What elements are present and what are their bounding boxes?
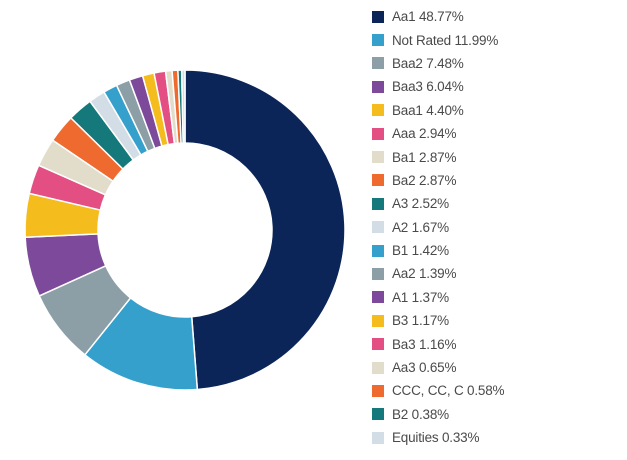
- legend-swatch: [372, 431, 384, 444]
- legend-item: Aaa 2.94%: [372, 122, 504, 145]
- legend-swatch: [372, 104, 384, 117]
- legend-item: Equities 0.33%: [372, 426, 504, 449]
- legend-label: Baa3 6.04%: [392, 79, 464, 95]
- legend-label: Ba3 1.16%: [392, 336, 457, 352]
- legend-label: Aa3 0.65%: [392, 360, 457, 376]
- legend-label: B1 1.42%: [392, 243, 449, 259]
- legend-label: Aa1 48.77%: [392, 9, 464, 25]
- legend-label: Aa2 1.39%: [392, 266, 457, 282]
- legend-item: Aa3 0.65%: [372, 356, 504, 379]
- legend-swatch: [372, 338, 384, 351]
- legend-item: A3 2.52%: [372, 192, 504, 215]
- chart-legend: Aa1 48.77% Not Rated 11.99% Baa2 7.48% Baa3…: [372, 5, 505, 449]
- legend-item: Ba3 1.16%: [372, 332, 504, 355]
- legend-item: Baa3 6.04%: [372, 75, 504, 98]
- legend-item: Baa1 4.40%: [372, 99, 504, 122]
- legend-label: Not Rated 11.99%: [392, 32, 499, 48]
- legend-swatch: [372, 10, 384, 23]
- legend-item: CCC, CC, C 0.58%: [372, 379, 505, 402]
- legend-swatch: [372, 80, 384, 93]
- legend-swatch: [372, 408, 384, 421]
- legend-label: A1 1.37%: [392, 289, 449, 305]
- legend-item: Not Rated 11.99%: [372, 28, 504, 51]
- legend-swatch: [372, 57, 384, 70]
- legend-label: B3 1.17%: [392, 313, 449, 329]
- pie-slice-18: [180, 69, 186, 144]
- legend-swatch: [372, 221, 384, 234]
- legend-item: Ba2 2.87%: [372, 169, 504, 192]
- legend-swatch: [372, 384, 384, 397]
- legend-swatch: [372, 244, 384, 257]
- legend-item: A1 1.37%: [372, 286, 504, 309]
- legend-item: B2 0.38%: [372, 403, 504, 426]
- legend-swatch: [372, 267, 384, 280]
- legend-label: Ba1 2.87%: [392, 149, 457, 165]
- legend-swatch: [372, 127, 384, 140]
- legend-swatch: [372, 361, 384, 374]
- legend-swatch: [372, 151, 384, 164]
- legend-label: A3 2.52%: [392, 196, 449, 212]
- legend-item: Ba1 2.87%: [372, 145, 504, 168]
- legend-label: B2 0.38%: [392, 406, 449, 422]
- legend-swatch: [372, 291, 384, 304]
- legend-label: Baa1 4.40%: [392, 102, 464, 118]
- legend-label: Baa2 7.48%: [392, 55, 464, 71]
- legend-item: B3 1.17%: [372, 309, 504, 332]
- legend-swatch: [372, 34, 384, 47]
- legend-label: Aaa 2.94%: [392, 126, 457, 142]
- pie-slice-0: [184, 69, 346, 391]
- legend-swatch: [372, 197, 384, 210]
- legend-label: CCC, CC, C 0.58%: [392, 383, 505, 399]
- legend-label: Equities 0.33%: [392, 430, 480, 446]
- donut-chart: [24, 69, 346, 391]
- legend-item: Aa2 1.39%: [372, 262, 504, 285]
- legend-item: A2 1.67%: [372, 216, 504, 239]
- legend-label: Ba2 2.87%: [392, 172, 457, 188]
- legend-swatch: [372, 174, 384, 187]
- legend-item: Baa2 7.48%: [372, 52, 504, 75]
- legend-item: B1 1.42%: [372, 239, 504, 262]
- legend-swatch: [372, 314, 384, 327]
- legend-item: Aa1 48.77%: [372, 5, 504, 28]
- legend-label: A2 1.67%: [392, 219, 449, 235]
